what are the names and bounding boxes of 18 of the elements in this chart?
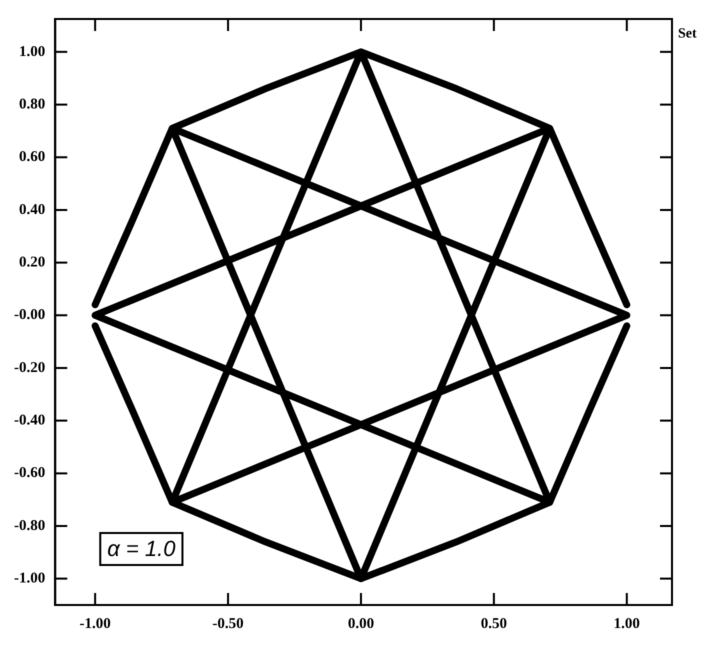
y-tick-label: -0.40 [14, 412, 46, 429]
y-tick-label: 1.00 [18, 44, 46, 60]
y-tick-label: -0.60 [14, 465, 46, 482]
y-tick-label: -1.00 [14, 570, 46, 587]
y-tick-label: -0.80 [14, 518, 46, 534]
x-tick-label: 1.00 [614, 616, 640, 632]
y-tick-label: 0.20 [18, 254, 46, 270]
y-tick-label: -0.00 [14, 307, 46, 324]
y-tick-label: 0.80 [18, 96, 46, 112]
x-tick-label: 0.00 [348, 616, 374, 632]
x-tick-label: -1.00 [79, 616, 111, 632]
y-tick-label: 0.60 [18, 149, 46, 166]
x-tick-label: 0.50 [480, 616, 508, 632]
y-tick-label: -0.20 [14, 360, 46, 376]
annotation: α = 1.0 [107, 536, 176, 562]
x-tick-label: -0.50 [212, 616, 244, 632]
text: Set [678, 26, 697, 42]
y-tick-label: 0.40 [18, 202, 46, 218]
